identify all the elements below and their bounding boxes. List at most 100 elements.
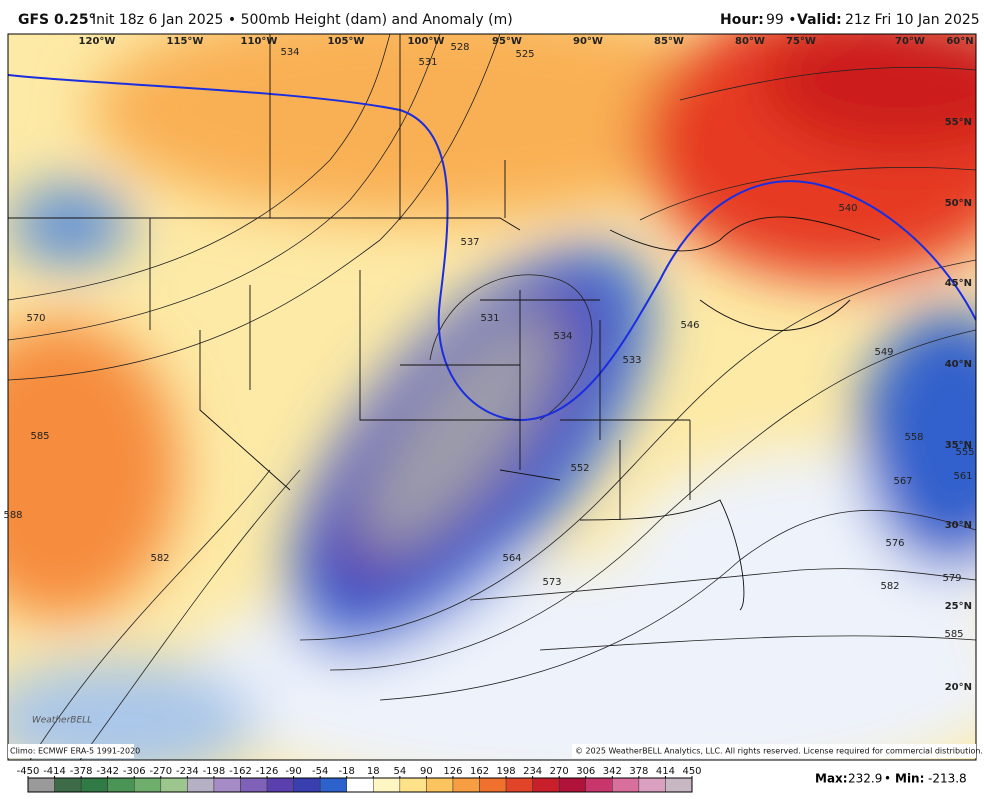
contour-label: 576 <box>885 538 904 549</box>
contour-label: 588 <box>3 510 22 521</box>
valid: 21z Fri 10 Jan 2025 <box>845 12 980 28</box>
lat-label: 20°N <box>945 682 972 693</box>
contour-label: 558 <box>904 432 923 443</box>
lat-label: 55°N <box>945 117 972 128</box>
sep: • <box>884 772 891 786</box>
colorbar-swatch <box>346 777 374 793</box>
contour-label: 582 <box>880 581 899 592</box>
lon-label: 85°W <box>654 36 684 47</box>
max: 232.9 <box>848 772 882 786</box>
lon-label: 115°W <box>167 36 204 47</box>
colorbar-swatch <box>665 777 693 793</box>
colorbar-tick-label: -162 <box>229 766 252 777</box>
colorbar-swatch <box>266 777 294 793</box>
lon-label: 105°W <box>328 36 365 47</box>
contour-label: 582 <box>150 553 169 564</box>
contour-label: 531 <box>418 57 437 68</box>
map-frame <box>7 33 977 761</box>
colorbar-swatch <box>399 777 427 793</box>
colorbar-tick-label: -414 <box>43 766 66 777</box>
colorbar-swatch <box>452 777 480 793</box>
lon-label: 60°N <box>946 36 973 47</box>
colorbar-tick-label: -54 <box>312 766 328 777</box>
colorbar-swatch <box>80 777 108 793</box>
lon-label: 120°W <box>79 36 116 47</box>
lat-label: 30°N <box>945 520 972 531</box>
colorbar-swatch <box>426 777 454 793</box>
colorbar-tick-label: 126 <box>443 766 462 777</box>
colorbar-swatch <box>187 777 215 793</box>
lon-label: 80°W <box>735 36 765 47</box>
lat-label: 50°N <box>945 198 972 209</box>
contour-label: 555 <box>955 447 974 458</box>
colorbar-swatch <box>240 777 268 793</box>
copyright: © 2025 WeatherBELL Analytics, LLC. All r… <box>575 747 983 756</box>
colorbar-tick-label: -234 <box>176 766 199 777</box>
lat-label: 40°N <box>945 359 972 370</box>
contour-label: 540 <box>838 203 857 214</box>
colorbar-tick-label: 378 <box>629 766 648 777</box>
contour-label: 537 <box>460 237 479 248</box>
lat-label: 35°N <box>945 440 972 451</box>
colorbar-swatch <box>133 777 162 793</box>
colorbar-tick-label: 270 <box>550 766 569 777</box>
contour-label: 546 <box>680 320 699 331</box>
colorbar-swatch <box>213 777 241 793</box>
contour-label: 549 <box>874 347 893 358</box>
colorbar-tick-label: 234 <box>523 766 542 777</box>
contour-label: 528 <box>450 42 469 53</box>
colorbar-tick-label: 342 <box>603 766 622 777</box>
contour-label: 525 <box>515 49 534 60</box>
hour: 99 • <box>766 12 797 28</box>
lon-label: 95°W <box>492 36 522 47</box>
lon-label: 90°W <box>573 36 603 47</box>
lat-label: 25°N <box>945 601 972 612</box>
colorbar-tick-label: -18 <box>339 766 355 777</box>
colorbar-tick-label: 90 <box>420 766 433 777</box>
copyright-box <box>572 744 976 758</box>
hour-label: Hour: <box>720 12 764 28</box>
climo-box <box>8 744 134 758</box>
colorbar-swatch <box>638 777 666 793</box>
contour-label: 585 <box>944 629 963 640</box>
colorbar-tick-label: 450 <box>682 766 701 777</box>
lon-label: 75°W <box>786 36 816 47</box>
contour-label: 534 <box>553 331 572 342</box>
max-label: Max: <box>815 772 848 786</box>
model: GFS 0.25° <box>18 12 96 28</box>
subtitle: Init 18z 6 Jan 2025 • 500mb Height (dam)… <box>92 12 513 28</box>
colorbar-swatch <box>612 777 640 793</box>
colorbar-frame <box>27 777 693 793</box>
logo: WeatherBELL <box>32 716 92 726</box>
colorbar-tick-label: -198 <box>203 766 226 777</box>
colorbar-tick-label: 414 <box>656 766 675 777</box>
contour-label: 573 <box>542 577 561 588</box>
colorbar-swatch <box>373 777 401 793</box>
contour-label: 570 <box>26 313 45 324</box>
contour-label: 564 <box>502 553 521 564</box>
colorbar: -450 -414 -378 -342 -306 -270 -234 -198 -162 -126… <box>17 766 702 793</box>
colorbar-swatch <box>505 777 533 793</box>
lon-label: 100°W <box>408 36 445 47</box>
colorbar-swatch <box>558 777 587 793</box>
colorbar-swatch <box>585 777 613 793</box>
contour-label: 534 <box>280 47 299 58</box>
colorbar-swatch <box>107 777 135 793</box>
contour-label: 585 <box>30 431 49 442</box>
lon-label: 110°W <box>241 36 278 47</box>
contour-label: 567 <box>893 476 912 487</box>
contour-label: 552 <box>570 463 589 474</box>
colorbar-swatch <box>293 777 321 793</box>
colorbar-swatch <box>319 777 347 793</box>
min: -213.8 <box>928 772 967 786</box>
colorbar-tick-label: 306 <box>576 766 595 777</box>
colorbar-tick-label: -270 <box>149 766 172 777</box>
colorbar-swatch <box>479 777 507 793</box>
valid-label: Valid: <box>797 12 842 28</box>
colorbar-tick-label: 198 <box>497 766 516 777</box>
lat-label: 45°N <box>945 278 972 289</box>
colorbar-tick-label: -342 <box>96 766 119 777</box>
contour-label: 533 <box>622 355 641 366</box>
